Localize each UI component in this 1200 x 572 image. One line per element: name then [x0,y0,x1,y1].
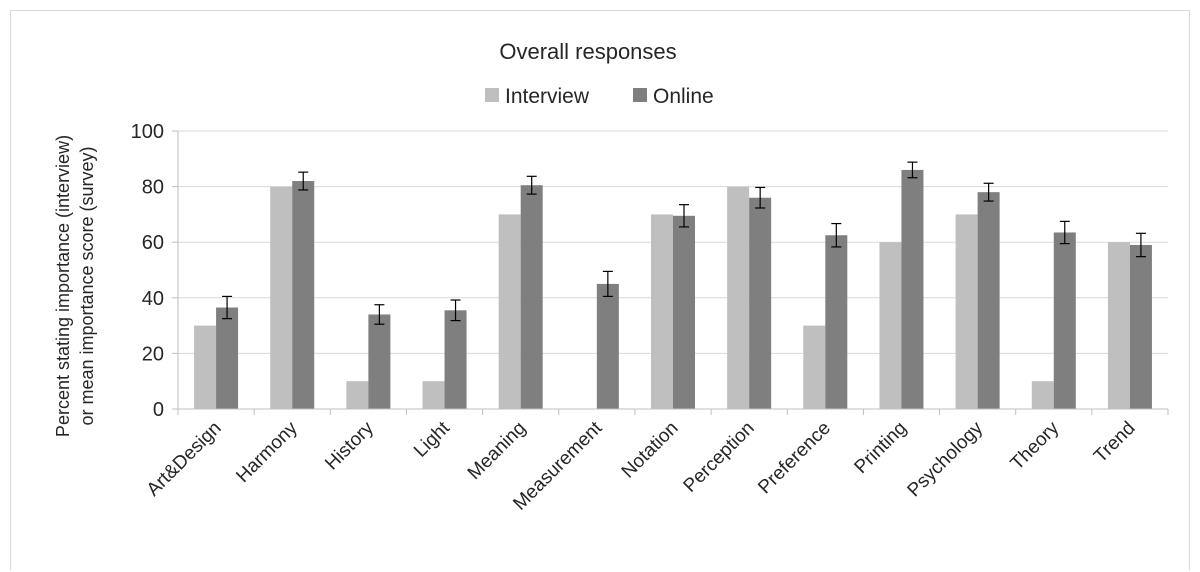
bar-online-harmony [292,181,315,409]
error-bar-light [450,299,461,322]
bars [194,169,1152,409]
y-axis-ticks: 0 20 40 60 80 100 [131,121,178,421]
y-axis-title: Percent stating importance (interview) o… [53,135,97,437]
legend-label-online: Online [653,85,714,108]
bar-online-preference [825,235,848,409]
y-tick-label: 100 [131,121,164,143]
legend-swatch-online [633,88,647,102]
legend: Interview Online [485,85,714,108]
bar-interview-perception [727,186,750,409]
x-tick-label-perception: Perception [680,418,759,497]
bar-interview-art-design [194,325,217,409]
bar-interview-theory [1031,381,1054,409]
y-tick-label: 20 [142,343,164,365]
error-bar-art-design [222,295,233,320]
x-tick-label-notation: Notation [618,418,683,483]
error-bar-measurement [602,270,613,298]
bar-online-history [368,314,391,409]
bar-online-perception [749,197,772,409]
chart-frame: Overall responses Interview Online Perce… [10,10,1190,570]
x-axis-labels: Art&Design Harmony History Light MeaningMeas… [143,417,1140,515]
error-bar-perception [755,186,766,209]
y-tick-label: 0 [153,399,164,421]
bar-online-measurement [596,283,619,409]
y-tick-label: 80 [142,177,164,199]
bar-online-art-design [216,307,239,409]
error-bars [222,161,1146,325]
x-tick-label-preference: Preference [754,418,835,499]
bar-interview-trend [1107,242,1130,409]
bar-online-printing [901,169,924,409]
y-tick-label: 40 [142,288,164,310]
x-tick-label-history: History [321,417,378,474]
chart-title: Overall responses [499,39,676,64]
x-tick-label-art-design: Art&Design [143,418,226,501]
legend-swatch-interview [485,88,499,102]
x-tick-label-meaning: Meaning [464,418,530,484]
bar-interview-meaning [498,214,521,409]
bar-chart: Overall responses Interview Online Perce… [53,39,1169,515]
error-bar-harmony [298,171,309,191]
bar-online-trend [1129,244,1152,409]
x-tick-label-harmony: Harmony [232,417,302,487]
bar-online-psychology [977,192,1000,409]
bar-interview-preference [803,325,826,409]
error-bar-theory [1059,220,1070,245]
bar-online-theory [1053,232,1076,409]
y-axis-title-line-2: or mean importance score (survey) [77,146,97,425]
error-bar-printing [907,161,918,179]
x-axis [177,131,1169,415]
error-bar-psychology [983,182,994,202]
error-bar-trend [1135,232,1146,258]
x-tick-label-trend: Trend [1090,418,1139,467]
error-bar-history [374,304,385,325]
bar-online-notation [673,215,695,409]
error-bar-preference [831,222,842,248]
bar-interview-light [422,381,445,409]
x-tick-label-light: Light [410,417,454,461]
y-axis-title-line-1: Percent stating importance (interview) [53,135,73,437]
bar-online-light [444,310,467,409]
bar-interview-printing [879,242,902,409]
legend-label-interview: Interview [505,85,590,108]
bar-interview-harmony [270,186,293,409]
x-tick-label-theory: Theory [1007,417,1064,474]
x-tick-label-printing: Printing [851,418,911,478]
bar-online-meaning [520,185,543,409]
x-tick-label-psychology: Psychology [904,417,988,501]
error-bar-notation [679,204,689,228]
bar-interview-history [346,381,369,409]
bar-interview-notation [651,214,673,409]
y-tick-label: 60 [142,232,164,254]
bar-interview-psychology [955,214,978,409]
error-bar-meaning [526,175,537,195]
